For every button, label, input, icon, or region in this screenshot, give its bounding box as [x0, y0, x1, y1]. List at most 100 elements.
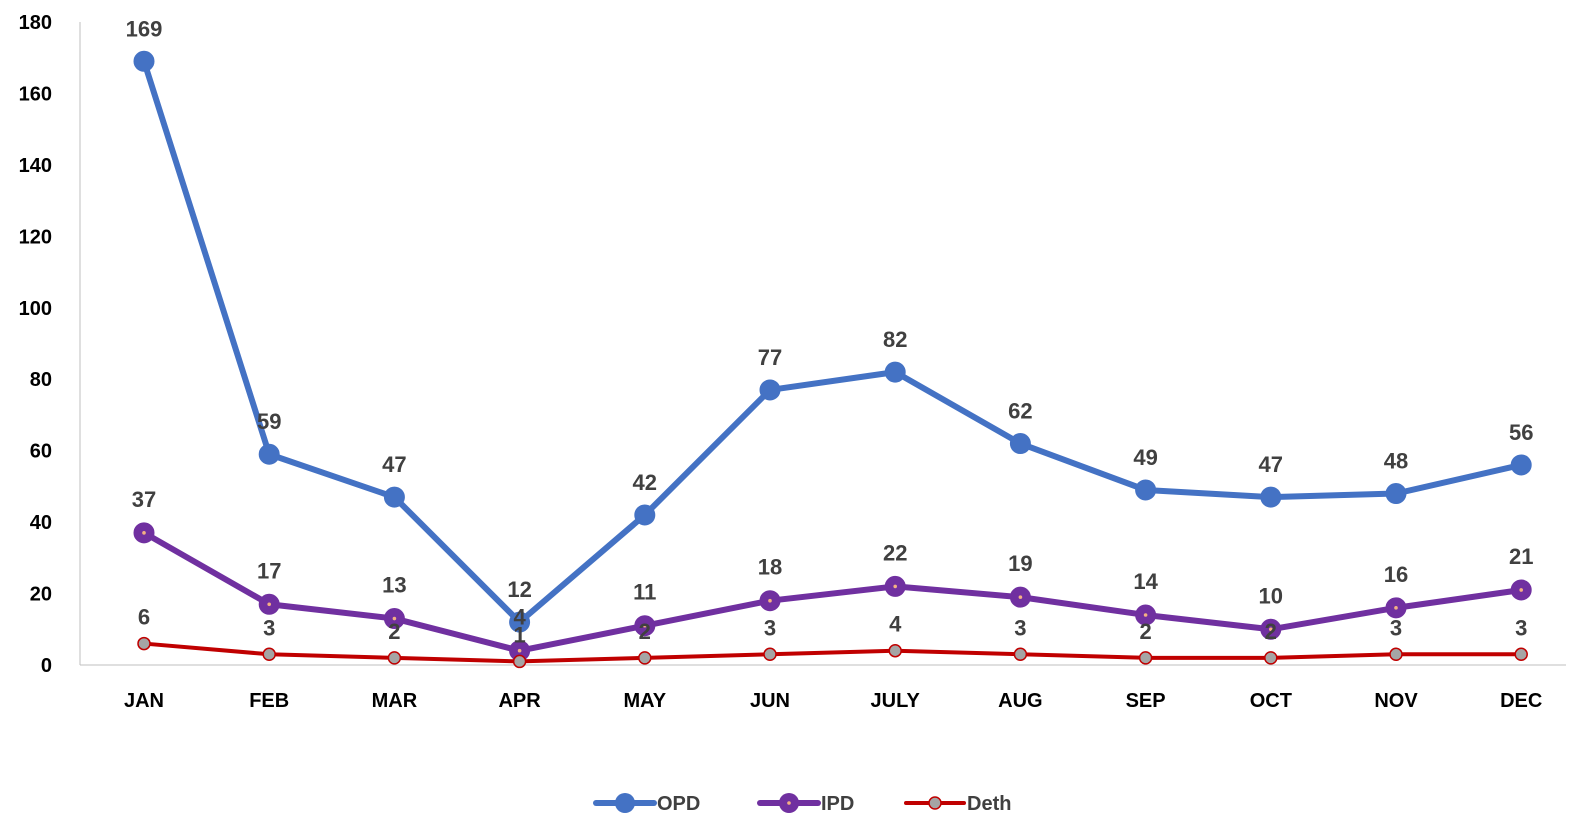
data-point-opd [759, 379, 781, 401]
data-label-opd: 48 [1384, 449, 1408, 474]
data-label-deth: 2 [1265, 619, 1277, 644]
data-label-opd: 62 [1008, 399, 1032, 424]
data-point-opd [1260, 486, 1282, 508]
series-layer [133, 50, 1532, 669]
x-tick-label: APR [498, 690, 541, 712]
data-label-ipd: 16 [1384, 562, 1408, 587]
y-tick-label: 80 [30, 369, 52, 391]
data-point-center-ipd [1269, 627, 1273, 632]
data-point-deth [1013, 647, 1028, 662]
data-label-opd: 169 [126, 16, 163, 41]
data-label-ipd: 37 [132, 487, 156, 512]
data-point-center-ipd [768, 598, 772, 603]
y-tick-label: 40 [30, 512, 52, 534]
y-tick-label: 120 [19, 226, 52, 248]
data-label-ipd: 13 [382, 573, 406, 598]
x-tick-label: AUG [998, 690, 1042, 712]
data-point-deth [512, 654, 527, 669]
data-label-ipd: 18 [758, 555, 782, 580]
y-tick-label: 20 [30, 584, 52, 606]
series-line-ipd [141, 529, 1525, 654]
data-point-deth [763, 647, 777, 662]
data-label-ipd: 4 [513, 605, 526, 630]
data-label-ipd: 19 [1008, 551, 1032, 576]
legend-marker-deth [928, 796, 942, 810]
data-label-deth: 3 [1515, 615, 1527, 640]
data-point-opd [509, 611, 531, 633]
x-tick-label: SEP [1126, 690, 1166, 712]
data-label-deth: 3 [1014, 615, 1026, 640]
legend-marker-center-ipd [787, 801, 791, 805]
data-point-deth [137, 636, 151, 651]
data-label-ipd: 17 [257, 558, 281, 583]
data-label-ipd: 21 [1509, 544, 1533, 569]
data-point-center-ipd [1519, 588, 1523, 592]
legend-label-deth: Deth [967, 793, 1011, 815]
data-label-deth: 2 [388, 619, 400, 644]
data-label-deth: 2 [639, 619, 651, 644]
x-tick-label: NOV [1374, 690, 1418, 712]
data-label-ipd: 10 [1259, 583, 1283, 608]
data-label-deth: 2 [1139, 619, 1151, 644]
data-point-center-ipd [267, 602, 272, 607]
data-point-deth [1264, 651, 1278, 665]
x-tick-label: JULY [871, 690, 921, 712]
data-label-opd: 42 [633, 470, 657, 495]
x-tick-label: JAN [124, 690, 164, 712]
data-point-opd [1135, 479, 1157, 501]
data-label-ipd: 14 [1133, 569, 1158, 594]
data-point-opd [1510, 454, 1532, 476]
data-point-opd [258, 443, 280, 465]
data-label-opd: 47 [1259, 452, 1283, 477]
data-point-center-ipd [142, 531, 146, 535]
data-point-opd [133, 50, 155, 72]
data-point-opd [884, 361, 906, 383]
data-label-opd: 82 [883, 327, 907, 352]
y-tick-label: 0 [41, 655, 52, 677]
data-label-ipd: 22 [883, 540, 907, 565]
chart-legend: OPD IPD Deth [593, 793, 1011, 815]
x-tick-label: MAY [623, 690, 666, 712]
data-label-opd: 77 [758, 345, 782, 370]
y-tick-label: 180 [19, 12, 52, 34]
data-label-deth: 3 [764, 615, 776, 640]
data-point-center-ipd [893, 584, 897, 589]
data-label-opd: 12 [507, 577, 531, 602]
data-point-center-ipd [1018, 595, 1023, 599]
data-point-center-ipd [1394, 606, 1398, 610]
data-point-opd [1385, 483, 1407, 505]
data-label-opd: 59 [257, 409, 281, 434]
data-label-opd: 49 [1133, 445, 1157, 470]
series-line-deth [142, 641, 1524, 664]
data-point-deth [262, 647, 276, 662]
data-label-deth: 4 [889, 612, 902, 637]
data-label-opd: 47 [382, 452, 406, 477]
data-label-deth: 3 [263, 615, 275, 640]
data-point-center-ipd [517, 648, 522, 653]
legend-label-opd: OPD [657, 793, 700, 815]
chart-axes: 0 20 40 60 80 100 120 140 160 180 JAN FEB MAR APR MAY J… [19, 12, 1566, 712]
data-point-deth [1389, 647, 1403, 662]
x-tick-label: FEB [249, 690, 289, 712]
x-tick-label: JUN [750, 690, 790, 712]
y-tick-label: 160 [19, 83, 52, 105]
legend-marker-opd [615, 793, 635, 813]
data-point-center-ipd [643, 623, 647, 628]
data-point-deth [1138, 651, 1153, 665]
y-tick-label: 60 [30, 441, 52, 463]
x-tick-label: OCT [1250, 690, 1292, 712]
series-line-opd [141, 58, 1525, 626]
data-label-ipd: 11 [633, 580, 656, 605]
x-tick-label: DEC [1500, 690, 1542, 712]
y-tick-label: 140 [19, 155, 52, 177]
data-point-center-ipd [392, 616, 397, 621]
data-point-center-ipd [1143, 613, 1148, 617]
data-label-deth: 3 [1390, 615, 1402, 640]
data-point-deth [387, 651, 402, 665]
data-point-deth [1514, 647, 1528, 662]
data-point-opd [383, 486, 405, 508]
data-label-opd: 56 [1509, 420, 1533, 445]
x-tick-label: MAR [372, 690, 418, 712]
data-point-opd [634, 504, 656, 526]
